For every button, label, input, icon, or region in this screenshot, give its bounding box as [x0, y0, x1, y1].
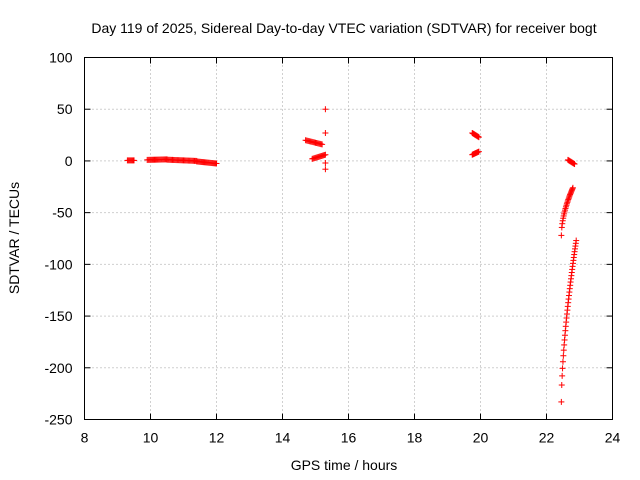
y-tick-label: 0 — [65, 153, 73, 169]
x-tick-label: 16 — [341, 430, 357, 446]
axis-ticks — [84, 57, 613, 420]
data-point — [475, 134, 482, 141]
data-point — [560, 352, 567, 359]
data-point — [559, 358, 566, 365]
data-point — [558, 398, 565, 405]
y-tick-label: 50 — [57, 101, 73, 117]
data-point — [319, 141, 326, 148]
x-tick-label: 22 — [539, 430, 555, 446]
data-point — [573, 237, 580, 244]
y-tick-label: -150 — [44, 308, 72, 324]
data-point — [559, 372, 566, 379]
grid — [84, 57, 613, 420]
y-tick-label: -200 — [44, 360, 72, 376]
data-point — [322, 159, 329, 166]
data-point — [569, 184, 576, 191]
data-point — [322, 151, 329, 158]
x-tick-label: 10 — [143, 430, 159, 446]
y-tick-label: -250 — [44, 412, 72, 428]
data-point — [322, 130, 329, 137]
data-point — [131, 157, 137, 164]
data-series — [124, 106, 580, 405]
data-point — [213, 160, 220, 167]
x-tick-label: 20 — [473, 430, 489, 446]
data-point — [558, 382, 565, 389]
data-point — [322, 166, 329, 173]
y-tick-label: 100 — [49, 50, 73, 66]
data-point — [559, 365, 566, 372]
y-axis-title: SDTVAR / TECUs — [6, 182, 22, 294]
x-axis-title: GPS time / hours — [291, 457, 398, 473]
y-tick-label: -100 — [44, 256, 72, 272]
chart-title: Day 119 of 2025, Sidereal Day-to-day VTE… — [91, 20, 596, 36]
x-tick-label: 18 — [407, 430, 423, 446]
x-tick-label: 12 — [209, 430, 225, 446]
x-tick-label: 24 — [605, 430, 621, 446]
data-point — [560, 347, 567, 354]
data-point — [558, 232, 565, 239]
tick-labels: 8 10 12 14 16 18 20 22 24 100 50 0 -50 -100 -150 -200 -2… — [44, 50, 620, 446]
data-point — [571, 161, 578, 168]
y-tick-label: -50 — [52, 205, 72, 221]
x-tick-label: 14 — [275, 430, 291, 446]
data-point — [322, 106, 329, 113]
x-tick-label: 8 — [81, 430, 89, 446]
data-point — [475, 148, 482, 155]
